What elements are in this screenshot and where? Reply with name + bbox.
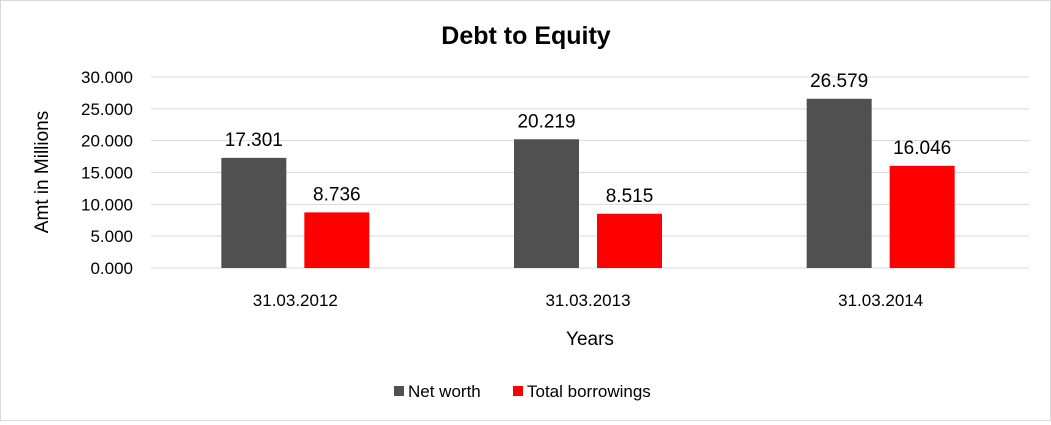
y-tick-label: 25.000 — [81, 100, 133, 119]
bar-net-worth — [514, 139, 579, 268]
y-tick-label: 10.000 — [81, 195, 133, 214]
data-label: 20.219 — [517, 111, 575, 132]
data-labels: 17.301 8.736 20.219 8.515 26.579 16.046 — [225, 71, 951, 207]
legend-swatch — [513, 386, 523, 396]
x-axis-ticks: 31.03.2012 31.03.2013 31.03.2014 — [253, 291, 923, 310]
bars — [221, 98, 955, 268]
bar-total-borrowings — [889, 165, 955, 268]
y-tick-label: 0.000 — [90, 259, 133, 278]
y-tick-label: 20.000 — [81, 132, 133, 151]
gridlines — [151, 76, 1029, 237]
data-label: 26.579 — [810, 71, 868, 92]
data-label: 8.515 — [606, 186, 654, 207]
legend: Net worth Total borrowings — [394, 382, 651, 401]
x-tick-label: 31.03.2014 — [838, 291, 923, 310]
data-label: 8.736 — [313, 184, 361, 205]
bar-total-borrowings — [597, 213, 662, 268]
data-label: 17.301 — [225, 130, 283, 151]
y-tick-label: 5.000 — [90, 227, 133, 246]
legend-label: Total borrowings — [527, 382, 651, 401]
x-axis-title: Years — [566, 329, 614, 350]
bar-total-borrowings — [304, 212, 370, 268]
y-axis-ticks: 0.000 5.000 10.000 15.000 20.000 25.000 30.000 — [81, 68, 133, 278]
chart-title: Debt to Equity — [441, 22, 611, 50]
y-axis-title: Amt in Millions — [32, 111, 53, 233]
bar-net-worth — [221, 157, 287, 268]
bar-net-worth — [806, 98, 872, 268]
legend-label: Net worth — [408, 382, 481, 401]
x-tick-label: 31.03.2013 — [545, 291, 630, 310]
legend-swatch — [394, 386, 404, 396]
x-tick-label: 31.03.2012 — [253, 291, 338, 310]
y-tick-label: 30.000 — [81, 68, 133, 87]
data-label: 16.046 — [893, 138, 951, 159]
y-tick-label: 15.000 — [81, 164, 133, 183]
